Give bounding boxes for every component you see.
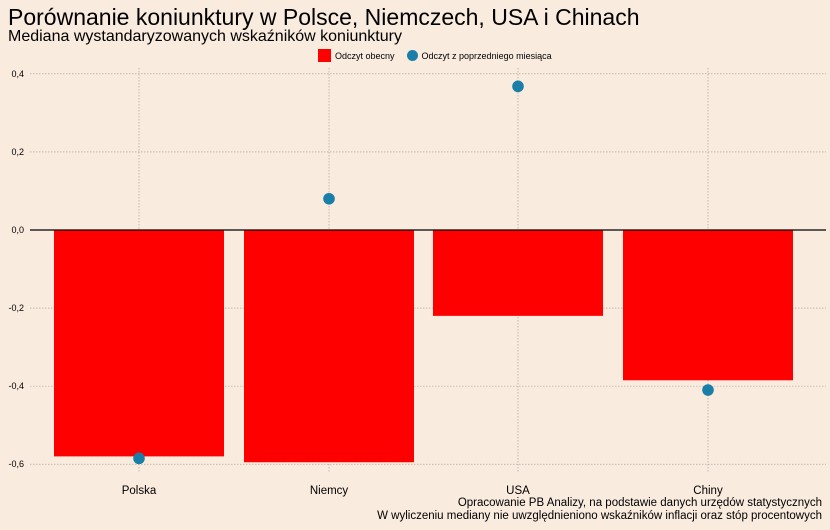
chart-title: Porównanie koniunktury w Polsce, Niemcze… bbox=[8, 4, 640, 30]
legend-item-previous: Odczyt z poprzedniego miesiąca bbox=[406, 50, 552, 61]
bar bbox=[244, 229, 414, 463]
legend-item-current: Odczyt obecny bbox=[318, 49, 395, 62]
chart-subtitle: Mediana wystandaryzowanych wskaźników ko… bbox=[8, 28, 402, 45]
bar bbox=[54, 229, 224, 457]
y-tick-label: 0,4 bbox=[11, 69, 24, 79]
bar bbox=[623, 229, 793, 381]
x-tick-label: Polska bbox=[122, 485, 157, 497]
legend-swatch-bar bbox=[318, 49, 331, 62]
legend-swatch-dot bbox=[406, 50, 418, 61]
y-tick-label: 0,0 bbox=[11, 225, 24, 235]
x-tick-label: Chiny bbox=[693, 485, 723, 497]
bar bbox=[433, 229, 603, 316]
chart-legend: Odczyt obecny Odczyt z poprzedniego mies… bbox=[318, 49, 564, 62]
x-tick-label: Niemcy bbox=[310, 485, 349, 497]
chart-source-caption: Opracowanie PB Analizy, na podstawie dan… bbox=[457, 497, 822, 509]
y-tick-label: -0,6 bbox=[8, 459, 24, 469]
data-point bbox=[133, 452, 145, 465]
data-point bbox=[323, 192, 335, 205]
legend-label-previous: Odczyt z poprzedniego miesiąca bbox=[421, 50, 552, 61]
y-tick-label: -0,2 bbox=[8, 303, 24, 313]
chart-note-caption: W wyliczeniu mediany nie uwzględnieniono… bbox=[377, 510, 822, 522]
data-point bbox=[512, 80, 524, 93]
y-tick-label: -0,4 bbox=[8, 381, 24, 391]
x-tick-label: USA bbox=[506, 485, 530, 497]
y-tick-label: 0,2 bbox=[11, 147, 24, 157]
data-point bbox=[702, 384, 714, 396]
legend-label-current: Odczyt obecny bbox=[335, 50, 395, 61]
